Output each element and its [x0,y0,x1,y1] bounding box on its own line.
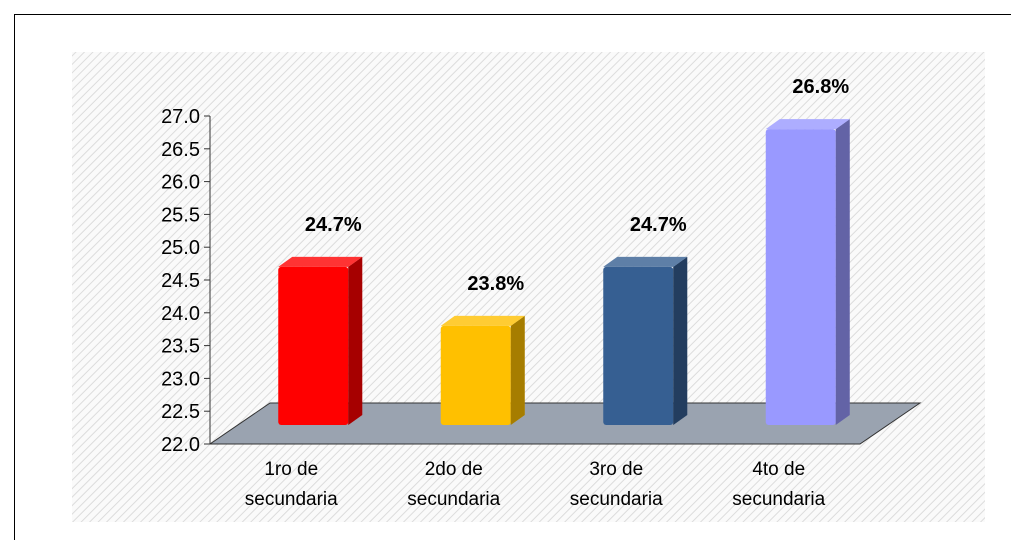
bar-top-shade [765,119,850,130]
data-label: 24.7% [630,214,687,236]
y-tick-label: 25.5 [161,204,200,226]
bar [440,315,525,425]
y-tick-label: 26.5 [161,139,200,161]
y-tick-label: 22.0 [161,434,200,456]
floor [208,402,922,445]
y-tick-label: 24.5 [161,270,200,292]
bar-side-shade [348,256,363,425]
bar-top-shade [603,256,688,267]
bar-front [765,129,836,425]
y-tick-label: 27.0 [161,106,200,128]
bar [765,119,850,426]
y-tick-label: 24.0 [161,303,200,325]
bar-top [278,256,363,267]
frame [14,14,1011,540]
y-tick-label: 22.5 [161,401,200,423]
bar-front [278,266,349,425]
bar-top [603,256,688,267]
data-label: 26.8% [792,76,849,98]
x-tick-label: 4to de secundaria [732,459,826,510]
bar [603,256,688,425]
bar [278,256,363,425]
data-label: 23.8% [467,273,524,295]
x-tick-label: 2do de secundaria [407,459,501,510]
bar-top [765,119,850,130]
bar-top-shade [440,315,525,326]
bar-front [603,266,674,425]
bar-top [440,315,525,326]
y-tick-label: 23.0 [161,368,200,390]
x-tick-label: 3ro de secundaria [569,459,663,510]
data-label: 24.7% [305,214,362,236]
bar-side [348,256,363,425]
bar-side-shade [673,256,688,425]
bar-side-shade [835,119,850,426]
bar-side [673,256,688,425]
bar-side-shade [510,315,525,425]
x-tick-label: 1ro de secundaria [244,459,338,510]
bar-top-shade [278,256,363,267]
y-tick-label: 23.5 [161,336,200,358]
bar-front [440,325,511,425]
bar-side [835,119,850,426]
bar-side [510,315,525,425]
y-tick-label: 26.0 [161,172,200,194]
y-tick-label: 25.0 [161,237,200,259]
